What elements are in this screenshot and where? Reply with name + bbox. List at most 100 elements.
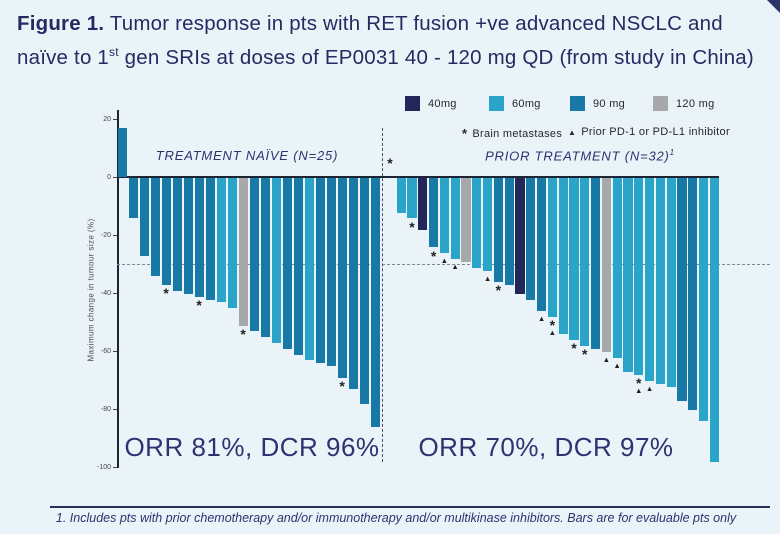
figure-title-line2: naïve to 1	[17, 45, 110, 69]
zero-line	[117, 176, 719, 178]
figure-title-prefix: Figure 1.	[17, 12, 105, 35]
bar	[117, 127, 127, 177]
bar	[216, 177, 226, 303]
bar	[504, 177, 514, 286]
y-tick-label: -40	[100, 289, 111, 297]
y-tick-label: -60	[100, 347, 111, 355]
bar	[418, 177, 428, 230]
bar	[348, 177, 358, 390]
brain-metastases-marker: *	[339, 378, 345, 395]
orr-dcr-left: ORR 81%, DCR 96%	[124, 432, 380, 462]
footnote: 1. Includes pts with prior chemotherapy …	[55, 511, 737, 525]
bar	[698, 177, 709, 422]
bar	[293, 177, 303, 355]
bar	[172, 177, 182, 291]
bar	[227, 177, 237, 309]
legend-swatch-icon	[405, 96, 420, 111]
y-tick-mark	[113, 351, 117, 352]
bar	[472, 177, 482, 268]
prior-pd1-marker: ▲	[645, 384, 654, 393]
y-tick-label: -80	[100, 405, 111, 413]
bar	[569, 177, 579, 341]
bar	[370, 177, 380, 428]
y-tick-mark	[113, 293, 117, 294]
legend-label: 120 mg	[676, 97, 715, 110]
bar	[260, 177, 270, 338]
bar	[326, 177, 336, 367]
y-tick-label: -100	[96, 463, 111, 471]
bar	[304, 177, 314, 361]
bar	[161, 177, 171, 286]
bar	[580, 177, 590, 346]
group-label-treatment-naive: TREATMENT NAÏVE (N=25)	[155, 148, 339, 163]
bar	[677, 177, 687, 402]
legend-item-90mg: 90 mg	[570, 96, 625, 111]
bar	[547, 177, 557, 317]
figure-title-superscript: st	[109, 45, 119, 59]
legend-label: 40mg	[428, 97, 457, 110]
bar	[666, 177, 676, 387]
bar	[271, 177, 281, 344]
bar	[634, 177, 644, 375]
brain-metastases-marker: *	[549, 317, 556, 334]
brain-metastases-marker: *	[571, 340, 577, 357]
y-tick-mark	[113, 467, 117, 468]
legend-symbol-brain-metastases: * Brain metastases	[462, 126, 562, 141]
bar	[623, 177, 633, 373]
legend-item-60mg: 60mg	[489, 96, 541, 111]
legend-item-120mg: 120 mg	[653, 96, 715, 111]
legend-symbol-label: Prior PD-1 or PD-L1 inhibitor	[581, 126, 730, 138]
prior-pd1-marker: ▲	[548, 328, 557, 338]
bar	[315, 177, 325, 364]
bar	[439, 177, 449, 254]
prior-pd1-marker: ▲	[602, 355, 611, 364]
bar	[450, 177, 460, 259]
legend-swatch-icon	[570, 96, 585, 111]
triangle-icon: ▲	[568, 127, 577, 137]
bar	[482, 177, 493, 271]
brain-metastases-marker: *	[636, 375, 642, 392]
figure-title-line2-rest: gen SRIs at doses of EP0031 40 - 120 mg …	[118, 45, 754, 69]
group-label-footnote-marker: 1	[669, 148, 675, 157]
figure-title-line1: Tumor response in pts with RET fusion +v…	[104, 12, 723, 35]
bar	[601, 177, 611, 352]
figure-title: Figure 1. Tumor response in pts with RET…	[17, 9, 769, 72]
bar	[359, 177, 369, 404]
group-label-prior-treatment: PRIOR TREATMENT (N=32)1	[485, 148, 675, 164]
bar	[536, 177, 547, 312]
bar	[249, 177, 259, 332]
y-tick-label: -20	[100, 231, 111, 239]
prior-pd1-marker: ▲	[483, 273, 492, 283]
brain-metastases-marker: *	[495, 282, 502, 299]
legend-swatch-icon	[653, 96, 668, 111]
bar	[128, 177, 138, 219]
prior-pd1-marker: ▲	[613, 360, 621, 370]
bar	[428, 177, 439, 248]
bar	[205, 177, 215, 300]
bar	[590, 177, 601, 349]
y-tick-mark	[113, 409, 117, 410]
prior-pd1-marker: ▲	[440, 256, 449, 266]
prior-pd1-marker: ▲	[451, 262, 459, 272]
brain-metastases-marker: *	[582, 346, 588, 363]
stray-asterisk: *	[387, 155, 393, 171]
bar	[150, 177, 160, 277]
group-divider	[382, 128, 383, 462]
prior-pd1-marker: ▲	[537, 314, 546, 324]
footnote-divider	[50, 506, 770, 508]
bar	[688, 177, 698, 410]
legend-label: 60mg	[512, 97, 541, 110]
bar	[282, 177, 292, 349]
bar	[461, 177, 471, 262]
legend-item-40mg: 40mg	[405, 96, 457, 111]
y-tick-mark	[113, 119, 117, 120]
y-axis	[117, 110, 119, 468]
orr-dcr-right: ORR 70%, DCR 97%	[418, 432, 674, 462]
bar	[238, 177, 248, 326]
legend-label: 90 mg	[593, 97, 626, 110]
asterisk-icon: *	[462, 126, 468, 141]
legend-symbol-label: Brain metastases	[472, 127, 563, 140]
brain-metastases-marker: *	[196, 296, 202, 313]
